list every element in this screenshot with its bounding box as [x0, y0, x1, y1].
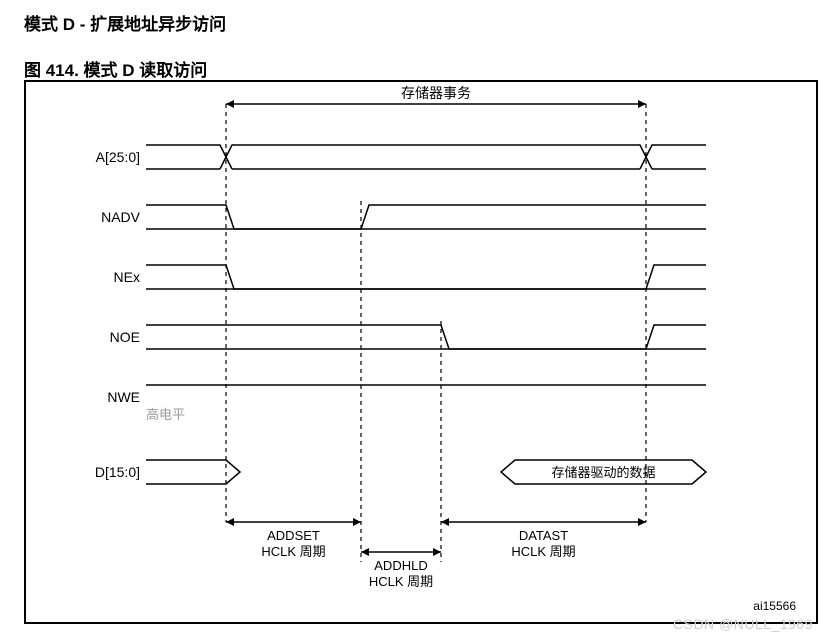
svg-text:存储器事务: 存储器事务 [401, 85, 471, 101]
page-root: 模式 D - 扩展地址异步访问 图 414. 模式 D 读取访问 存储器事务 A[… [0, 0, 833, 638]
heading-figure: 图 414. 模式 D 读取访问 [24, 56, 207, 81]
timing-diagram-frame: 存储器事务 A[25:0] NADV NEx NOE NWE 高电平 D[15:0] 存储器驱动… [24, 80, 818, 624]
svg-text:NEx: NEx [114, 269, 140, 285]
svg-text:ADDHLD: ADDHLD [374, 558, 427, 573]
svg-text:DATAST: DATAST [519, 528, 568, 543]
heading-mode: 模式 D - 扩展地址异步访问 [24, 10, 226, 35]
svg-text:HCLK 周期: HCLK 周期 [261, 544, 325, 559]
svg-text:高电平: 高电平 [146, 407, 185, 422]
watermark: CSDN @NULL_1969 [673, 616, 813, 632]
svg-text:NWE: NWE [107, 389, 140, 405]
svg-text:HCLK 周期: HCLK 周期 [369, 574, 433, 589]
svg-text:HCLK 周期: HCLK 周期 [511, 544, 575, 559]
timing-diagram-svg: 存储器事务 A[25:0] NADV NEx NOE NWE 高电平 D[15:0] 存储器驱动… [26, 82, 816, 622]
svg-text:NADV: NADV [101, 209, 141, 225]
svg-text:D[15:0]: D[15:0] [95, 464, 140, 480]
svg-text:NOE: NOE [110, 329, 140, 345]
svg-text:ai15566: ai15566 [753, 599, 796, 613]
svg-text:A[25:0]: A[25:0] [96, 149, 140, 165]
svg-text:ADDSET: ADDSET [267, 528, 320, 543]
svg-text:存储器驱动的数据: 存储器驱动的数据 [551, 465, 655, 480]
